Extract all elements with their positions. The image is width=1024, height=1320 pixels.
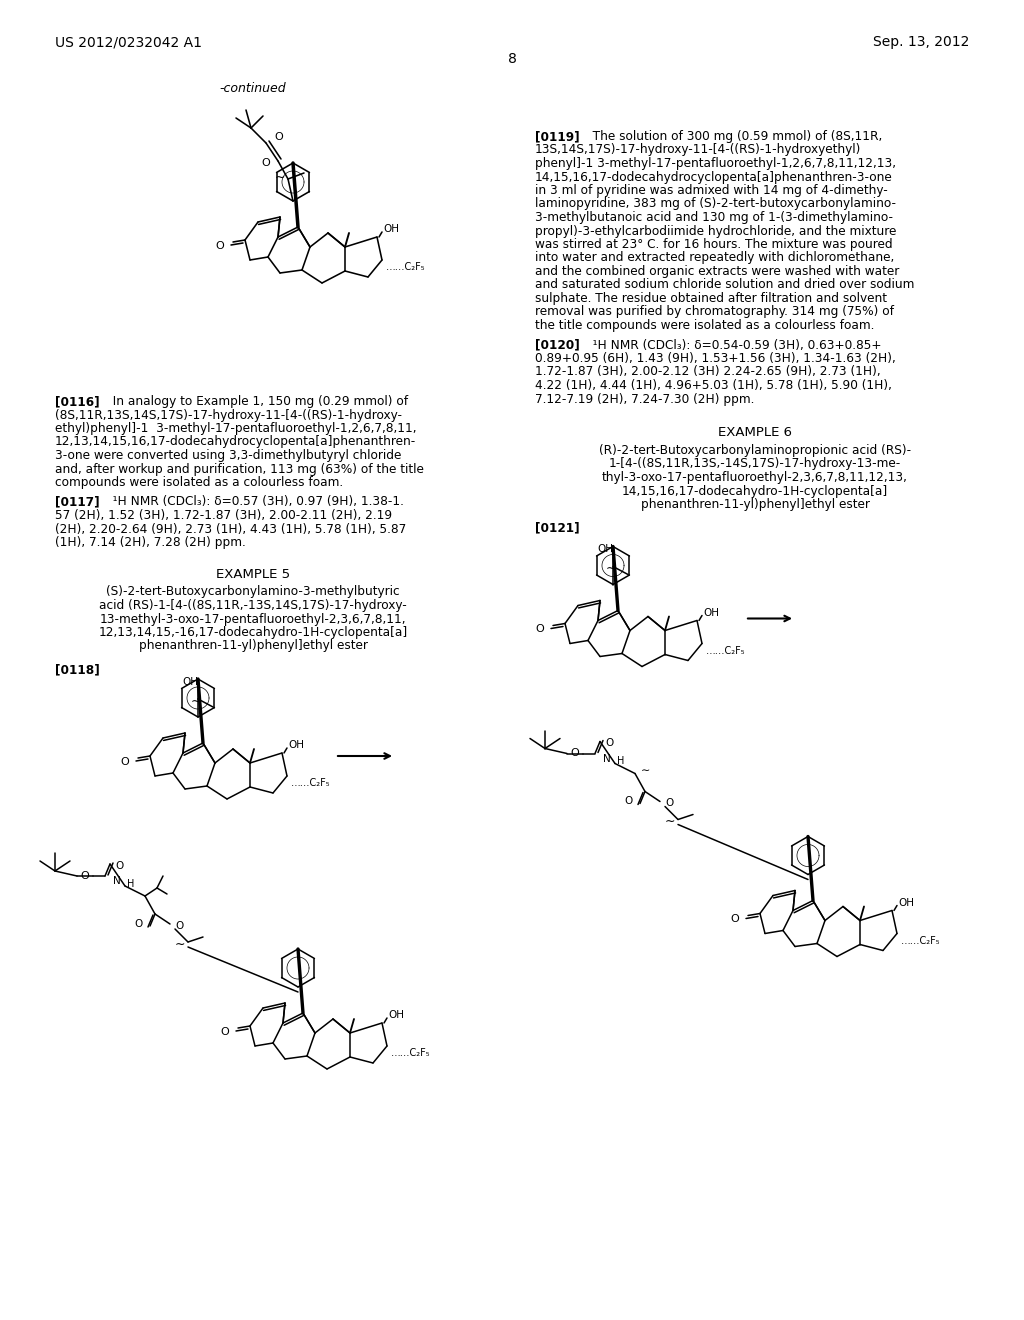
Text: O: O <box>220 1027 229 1038</box>
Text: O: O <box>135 919 143 929</box>
Text: and the combined organic extracts were washed with water: and the combined organic extracts were w… <box>535 265 899 279</box>
Text: ……C₂F₅: ……C₂F₅ <box>386 261 426 272</box>
Text: EXAMPLE 5: EXAMPLE 5 <box>216 568 290 581</box>
Text: acid (RS)-1-[4-((8S,11R,-13S,14S,17S)-17-hydroxy-: acid (RS)-1-[4-((8S,11R,-13S,14S,17S)-17… <box>99 599 407 612</box>
Text: O: O <box>605 738 613 748</box>
Text: O: O <box>625 796 633 807</box>
Text: OH: OH <box>383 224 399 234</box>
Text: O: O <box>730 915 739 924</box>
Text: ∼: ∼ <box>175 937 185 950</box>
Text: EXAMPLE 6: EXAMPLE 6 <box>718 426 792 440</box>
Text: Sep. 13, 2012: Sep. 13, 2012 <box>872 36 969 49</box>
Text: laminopyridine, 383 mg of (S)-2-tert-butoxycarbonylamino-: laminopyridine, 383 mg of (S)-2-tert-but… <box>535 198 896 210</box>
Text: phenanthren-11-yl)phenyl]ethyl ester: phenanthren-11-yl)phenyl]ethyl ester <box>138 639 368 652</box>
Text: OH: OH <box>703 607 719 618</box>
Text: O: O <box>261 158 270 168</box>
Text: OH: OH <box>288 741 304 750</box>
Text: was stirred at 23° C. for 16 hours. The mixture was poured: was stirred at 23° C. for 16 hours. The … <box>535 238 893 251</box>
Text: (2H), 2.20-2.64 (9H), 2.73 (1H), 4.43 (1H), 5.78 (1H), 5.87: (2H), 2.20-2.64 (9H), 2.73 (1H), 4.43 (1… <box>55 523 407 536</box>
Text: O: O <box>81 871 89 880</box>
Text: 8: 8 <box>508 51 516 66</box>
Text: into water and extracted repeatedly with dichloromethane,: into water and extracted repeatedly with… <box>535 252 894 264</box>
Text: 4.22 (1H), 4.44 (1H), 4.96+5.03 (1H), 5.78 (1H), 5.90 (1H),: 4.22 (1H), 4.44 (1H), 4.96+5.03 (1H), 5.… <box>535 379 892 392</box>
Text: (S)-2-tert-Butoxycarbonylamino-3-methylbutyric: (S)-2-tert-Butoxycarbonylamino-3-methylb… <box>106 586 399 598</box>
Text: O: O <box>665 799 673 808</box>
Text: 1.72-1.87 (3H), 2.00-2.12 (3H) 2.24-2.65 (9H), 2.73 (1H),: 1.72-1.87 (3H), 2.00-2.12 (3H) 2.24-2.65… <box>535 366 881 379</box>
Text: OH: OH <box>388 1010 404 1020</box>
Text: US 2012/0232042 A1: US 2012/0232042 A1 <box>55 36 202 49</box>
Text: 13S,14S,17S)-17-hydroxy-11-[4-((RS)-1-hydroxyethyl): 13S,14S,17S)-17-hydroxy-11-[4-((RS)-1-hy… <box>535 144 861 157</box>
Text: [0118]: [0118] <box>55 663 99 676</box>
Text: 0.89+0.95 (6H), 1.43 (9H), 1.53+1.56 (3H), 1.34-1.63 (2H),: 0.89+0.95 (6H), 1.43 (9H), 1.53+1.56 (3H… <box>535 352 896 366</box>
Text: O: O <box>570 748 580 759</box>
Text: O: O <box>175 921 183 931</box>
Text: N: N <box>603 754 611 763</box>
Text: propyl)-3-ethylcarbodiimide hydrochloride, and the mixture: propyl)-3-ethylcarbodiimide hydrochlorid… <box>535 224 896 238</box>
Text: ∼: ∼ <box>274 170 286 183</box>
Text: ¹H NMR (CDCl₃): δ=0.57 (3H), 0.97 (9H), 1.38-1.: ¹H NMR (CDCl₃): δ=0.57 (3H), 0.97 (9H), … <box>101 495 403 508</box>
Text: H: H <box>127 879 134 888</box>
Text: sulphate. The residue obtained after filtration and solvent: sulphate. The residue obtained after fil… <box>535 292 887 305</box>
Text: ¹H NMR (CDCl₃): δ=0.54-0.59 (3H), 0.63+0.85+: ¹H NMR (CDCl₃): δ=0.54-0.59 (3H), 0.63+0… <box>581 338 882 351</box>
Text: OH: OH <box>597 544 613 554</box>
Text: ∼: ∼ <box>665 814 675 828</box>
Text: ∼: ∼ <box>640 766 649 776</box>
Text: O: O <box>120 756 129 767</box>
Text: -continued: -continued <box>220 82 287 95</box>
Text: OH: OH <box>898 898 914 908</box>
Text: [0119]: [0119] <box>535 129 580 143</box>
Text: removal was purified by chromatography. 314 mg (75%) of: removal was purified by chromatography. … <box>535 305 894 318</box>
Text: ……C₂F₅: ……C₂F₅ <box>706 645 745 656</box>
Text: The solution of 300 mg (0.59 mmol) of (8S,11R,: The solution of 300 mg (0.59 mmol) of (8… <box>581 129 883 143</box>
Text: ∼: ∼ <box>190 694 202 708</box>
Text: 57 (2H), 1.52 (3H), 1.72-1.87 (3H), 2.00-2.11 (2H), 2.19: 57 (2H), 1.52 (3H), 1.72-1.87 (3H), 2.00… <box>55 510 392 521</box>
Text: and, after workup and purification, 113 mg (63%) of the title: and, after workup and purification, 113 … <box>55 462 424 475</box>
Text: phenanthren-11-yl)phenyl]ethyl ester: phenanthren-11-yl)phenyl]ethyl ester <box>641 498 869 511</box>
Text: O: O <box>115 861 123 871</box>
Text: O: O <box>274 132 283 143</box>
Text: 12,13,14,15,-16,17-dodecahydro-1H-cyclopenta[a]: 12,13,14,15,-16,17-dodecahydro-1H-cyclop… <box>98 626 408 639</box>
Text: In analogy to Example 1, 150 mg (0.29 mmol) of: In analogy to Example 1, 150 mg (0.29 mm… <box>101 395 409 408</box>
Text: 14,15,16,17-dodecahydrocyclopenta[a]phenanthren-3-one: 14,15,16,17-dodecahydrocyclopenta[a]phen… <box>535 170 893 183</box>
Text: and saturated sodium chloride solution and dried over sodium: and saturated sodium chloride solution a… <box>535 279 914 292</box>
Text: 12,13,14,15,16,17-dodecahydrocyclopenta[a]phenanthren-: 12,13,14,15,16,17-dodecahydrocyclopenta[… <box>55 436 416 449</box>
Text: 1-[4-((8S,11R,13S,-14S,17S)-17-hydroxy-13-me-: 1-[4-((8S,11R,13S,-14S,17S)-17-hydroxy-1… <box>609 458 901 470</box>
Text: phenyl]-1 3-methyl-17-pentafluoroethyl-1,2,6,7,8,11,12,13,: phenyl]-1 3-methyl-17-pentafluoroethyl-1… <box>535 157 896 170</box>
Text: [0120]: [0120] <box>535 338 580 351</box>
Text: 3-methylbutanoic acid and 130 mg of 1-(3-dimethylamino-: 3-methylbutanoic acid and 130 mg of 1-(3… <box>535 211 893 224</box>
Text: H: H <box>617 756 625 767</box>
Text: 14,15,16,17-dodecahydro-1H-cyclopenta[a]: 14,15,16,17-dodecahydro-1H-cyclopenta[a] <box>622 484 888 498</box>
Text: compounds were isolated as a colourless foam.: compounds were isolated as a colourless … <box>55 477 343 488</box>
Text: 7.12-7.19 (2H), 7.24-7.30 (2H) ppm.: 7.12-7.19 (2H), 7.24-7.30 (2H) ppm. <box>535 392 755 405</box>
Text: [0116]: [0116] <box>55 395 99 408</box>
Text: [0121]: [0121] <box>535 521 580 535</box>
Text: 13-methyl-3-oxo-17-pentafluoroethyl-2,3,6,7,8,11,: 13-methyl-3-oxo-17-pentafluoroethyl-2,3,… <box>99 612 407 626</box>
Text: ethyl)phenyl]-1  3-methyl-17-pentafluoroethyl-1,2,6,7,8,11,: ethyl)phenyl]-1 3-methyl-17-pentafluoroe… <box>55 422 417 436</box>
Text: O: O <box>215 242 224 251</box>
Text: 3-one were converted using 3,3-dimethylbutyryl chloride: 3-one were converted using 3,3-dimethylb… <box>55 449 401 462</box>
Text: (1H), 7.14 (2H), 7.28 (2H) ppm.: (1H), 7.14 (2H), 7.28 (2H) ppm. <box>55 536 246 549</box>
Text: (R)-2-tert-Butoxycarbonylaminopropionic acid (RS)-: (R)-2-tert-Butoxycarbonylaminopropionic … <box>599 444 911 457</box>
Text: in 3 ml of pyridine was admixed with 14 mg of 4-dimethy-: in 3 ml of pyridine was admixed with 14 … <box>535 183 888 197</box>
Text: ∼: ∼ <box>606 562 616 576</box>
Text: ……C₂F₅: ……C₂F₅ <box>901 936 940 945</box>
Text: ……C₂F₅: ……C₂F₅ <box>391 1048 430 1059</box>
Text: OH: OH <box>182 677 198 686</box>
Text: O: O <box>536 624 544 635</box>
Text: thyl-3-oxo-17-pentafluoroethyl-2,3,6,7,8,11,12,13,: thyl-3-oxo-17-pentafluoroethyl-2,3,6,7,8… <box>602 471 908 484</box>
Text: [0117]: [0117] <box>55 495 99 508</box>
Text: (8S,11R,13S,14S,17S)-17-hydroxy-11-[4-((RS)-1-hydroxy-: (8S,11R,13S,14S,17S)-17-hydroxy-11-[4-((… <box>55 408 402 421</box>
Text: ……C₂F₅: ……C₂F₅ <box>291 777 331 788</box>
Text: the title compounds were isolated as a colourless foam.: the title compounds were isolated as a c… <box>535 319 874 333</box>
Text: N: N <box>114 876 121 886</box>
